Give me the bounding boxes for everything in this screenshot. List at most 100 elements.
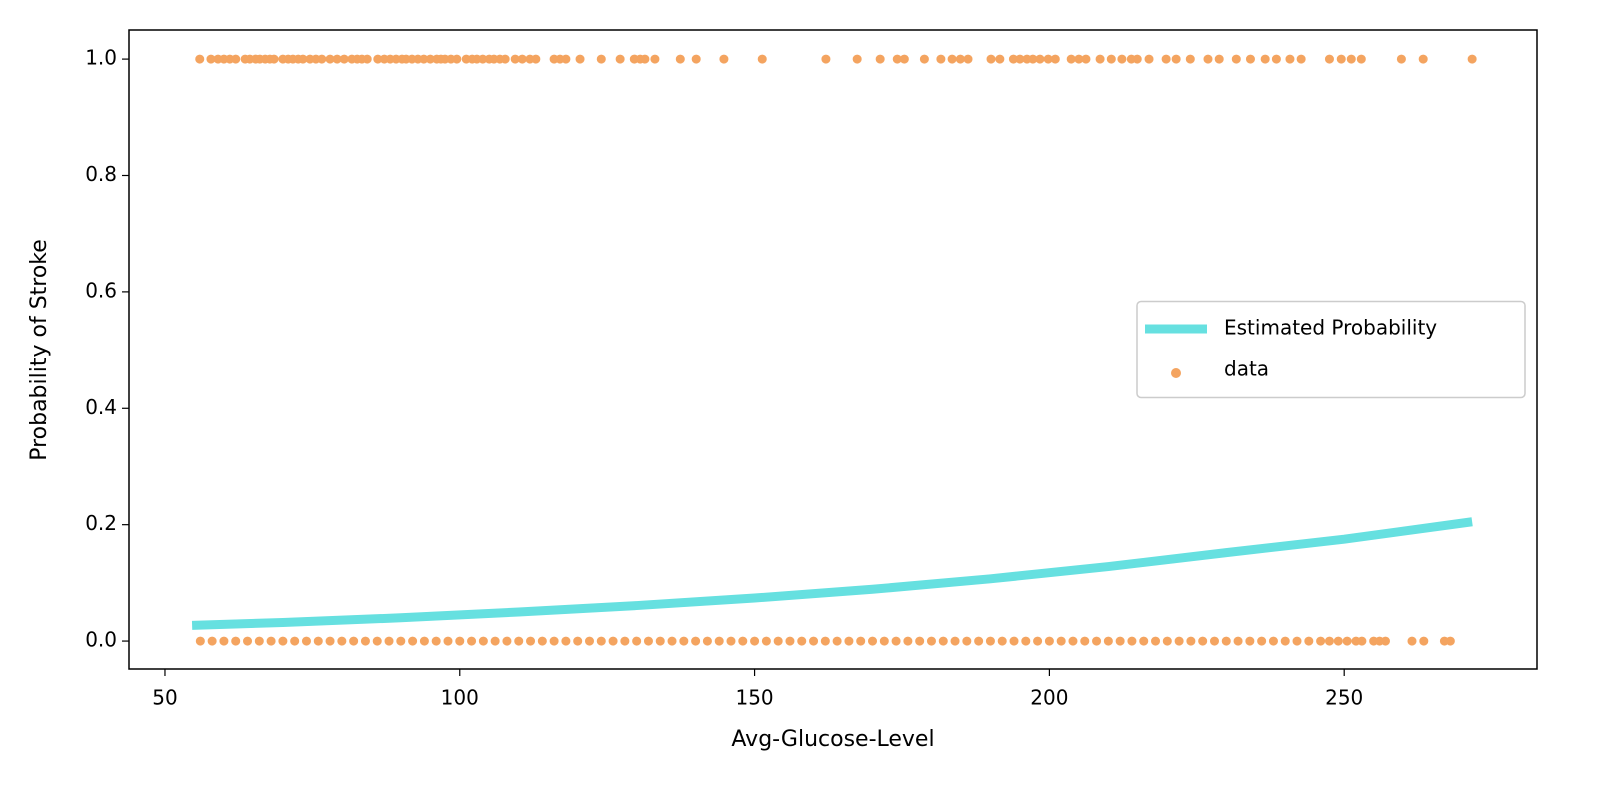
y-tick-label: 0.4: [85, 395, 117, 419]
data-point: [1203, 54, 1213, 64]
data-point: [1151, 636, 1161, 646]
data-point: [1185, 54, 1195, 64]
y-tick-label: 0.0: [85, 628, 117, 652]
data-point: [1171, 54, 1181, 64]
data-point: [1050, 54, 1060, 64]
data-point: [1009, 636, 1019, 646]
data-point: [349, 636, 359, 646]
data-point: [615, 54, 625, 64]
data-point: [549, 636, 559, 646]
data-point: [1257, 636, 1267, 646]
data-point: [985, 636, 995, 646]
data-point: [372, 636, 382, 646]
x-tick-label: 150: [735, 686, 773, 710]
data-point: [608, 636, 618, 646]
data-point: [195, 54, 205, 64]
data-point: [1324, 54, 1334, 64]
data-point: [408, 636, 418, 646]
data-point: [514, 636, 524, 646]
data-point: [1174, 636, 1184, 646]
y-axis-label: Probability of Stroke: [27, 239, 52, 461]
data-point: [1008, 54, 1018, 64]
probability-line: [191, 517, 1473, 630]
data-point: [332, 54, 342, 64]
data-point: [384, 636, 394, 646]
data-point: [1285, 54, 1295, 64]
data-point: [1117, 54, 1127, 64]
data-point: [1271, 54, 1281, 64]
data-point: [915, 636, 925, 646]
data-point: [675, 54, 685, 64]
data-point: [714, 636, 724, 646]
data-point: [719, 54, 729, 64]
data-point: [500, 54, 510, 64]
data-point: [1056, 636, 1066, 646]
data-point: [317, 54, 327, 64]
data-point: [899, 54, 909, 64]
data-point: [1162, 636, 1172, 646]
data-point: [195, 636, 205, 646]
data-point: [1044, 636, 1054, 646]
data-point: [691, 636, 701, 646]
data-point: [298, 54, 308, 64]
data-point: [809, 636, 819, 646]
data-point: [832, 636, 842, 646]
data-point: [452, 54, 462, 64]
data-point: [1139, 636, 1149, 646]
data-point: [947, 54, 957, 64]
data-point: [278, 636, 288, 646]
data-point: [575, 54, 585, 64]
data-point: [1336, 54, 1346, 64]
data-point: [596, 54, 606, 64]
data-point: [301, 636, 311, 646]
data-point: [1221, 636, 1231, 646]
data-point: [231, 54, 241, 64]
data-point: [362, 54, 372, 64]
data-point: [219, 636, 229, 646]
data-point: [650, 54, 660, 64]
data-point: [517, 54, 527, 64]
legend-marker: [1171, 368, 1181, 378]
data-point: [702, 636, 712, 646]
data-point: [643, 636, 653, 646]
data-point: [1304, 636, 1314, 646]
data-point: [620, 636, 630, 646]
data-point: [926, 636, 936, 646]
x-tick-label: 50: [152, 686, 177, 710]
data-point: [1081, 54, 1091, 64]
data-point: [1233, 636, 1243, 646]
data-point: [266, 636, 276, 646]
data-point: [396, 636, 406, 646]
data-point: [1068, 636, 1078, 646]
data-point: [938, 636, 948, 646]
data-point: [561, 54, 571, 64]
data-point: [1103, 636, 1113, 646]
data-point: [1033, 636, 1043, 646]
data-point: [419, 636, 429, 646]
data-point: [974, 636, 984, 646]
legend-label: Estimated Probability: [1224, 316, 1437, 340]
data-point: [950, 636, 960, 646]
data-point: [490, 636, 500, 646]
plot-frame: [128, 29, 1538, 670]
data-point: [1043, 54, 1053, 64]
data-point: [757, 54, 767, 64]
data-point: [1268, 636, 1278, 646]
data-point: [1296, 54, 1306, 64]
data-point: [1333, 636, 1343, 646]
data-point: [1357, 636, 1367, 646]
data-point: [797, 636, 807, 646]
y-tick-label: 0.8: [85, 162, 117, 186]
data-point: [655, 636, 665, 646]
x-tick-label: 100: [441, 686, 479, 710]
data-point: [1346, 54, 1356, 64]
data-point: [891, 636, 901, 646]
data-point: [963, 54, 973, 64]
data-point: [1292, 636, 1302, 646]
data-point: [1445, 636, 1455, 646]
data-point: [892, 54, 902, 64]
data-point: [313, 636, 323, 646]
data-point: [478, 636, 488, 646]
data-point: [1080, 636, 1090, 646]
